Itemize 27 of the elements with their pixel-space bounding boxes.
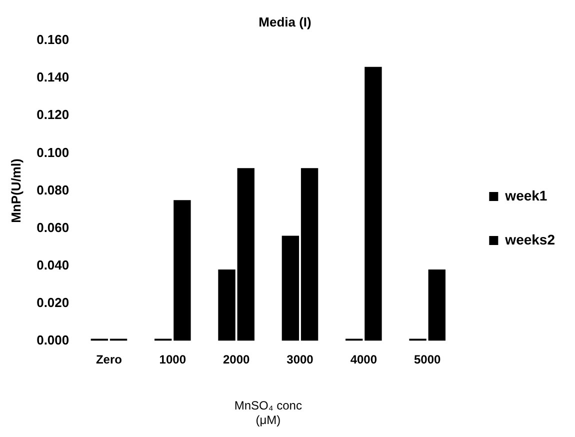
x-tick-label: 3000 <box>286 352 314 366</box>
y-tick-label: 0.060 <box>36 220 70 235</box>
y-tick-label: 0.120 <box>36 107 70 122</box>
y-tick-label: 0.160 <box>36 32 70 48</box>
y-tick-label: 0.100 <box>36 144 70 160</box>
x-tick-label: 4000 <box>350 352 378 366</box>
bar <box>282 236 300 341</box>
bar <box>237 168 254 341</box>
legend-label: week1 <box>504 187 548 204</box>
x-tick-label: 5000 <box>414 352 442 366</box>
y-tick-label: 0.040 <box>36 257 70 272</box>
y-tick-label: 0.140 <box>36 70 70 85</box>
bar <box>174 200 191 341</box>
bar <box>300 168 318 341</box>
legend-label: weeks2 <box>504 231 556 248</box>
y-tick-label: 0.000 <box>36 332 70 348</box>
x-tick-label: 2000 <box>222 352 250 366</box>
y-tick-label: 0.020 <box>36 294 70 310</box>
x-axis-title: MnSO₄ conc (μM) <box>234 398 302 428</box>
bar <box>364 66 382 341</box>
bar <box>218 270 236 341</box>
bar <box>428 270 446 341</box>
y-axis-title: MnP(U/ml) <box>8 158 24 223</box>
x-tick-label: 1000 <box>159 352 186 366</box>
chart-title: Media (I) <box>258 14 312 30</box>
x-tick-label: Zero <box>96 352 122 366</box>
y-tick-label: 0.080 <box>36 182 70 198</box>
